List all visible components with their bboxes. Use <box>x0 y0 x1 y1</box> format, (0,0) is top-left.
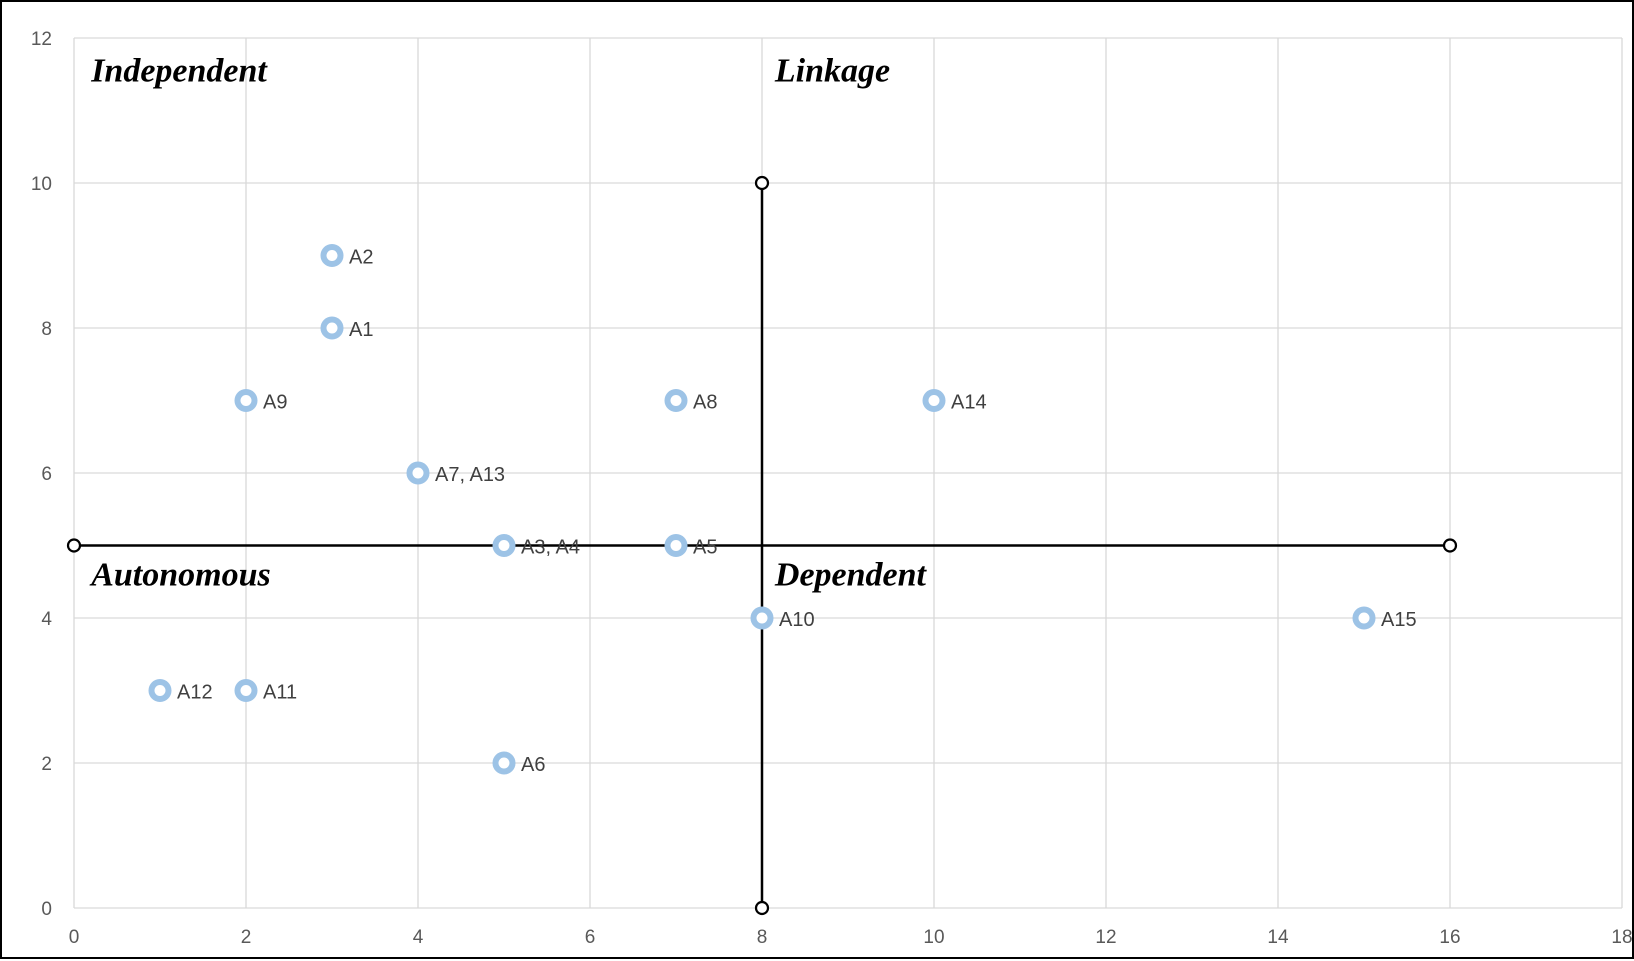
data-point-marker <box>406 461 430 485</box>
data-point-marker <box>750 606 774 630</box>
x-tick-label: 12 <box>1095 927 1116 948</box>
data-point-label: A6 <box>521 754 545 776</box>
quadrant-label: Dependent <box>774 556 928 593</box>
quadrant-label: Autonomous <box>89 556 271 593</box>
y-tick-label: 10 <box>31 174 52 195</box>
quadrant-label: Independent <box>90 53 268 90</box>
data-point-marker <box>148 679 172 702</box>
x-tick-label: 4 <box>413 927 424 948</box>
data-point-marker <box>922 389 946 412</box>
data-point-label: A11 <box>263 682 297 704</box>
data-point-label: A10 <box>779 609 815 631</box>
quadrant-labels: Independent Linkage Autonomous Dependent <box>89 53 927 594</box>
y-tick-label: 4 <box>41 609 52 630</box>
data-point-marker <box>234 679 258 702</box>
x-tick-label: 6 <box>585 927 596 948</box>
data-point-label: A2 <box>349 247 373 269</box>
x-tick-label: 0 <box>69 927 80 948</box>
data-point-marker <box>664 389 688 412</box>
x-tick-label: 18 <box>1611 927 1632 948</box>
data-point-label: A15 <box>1381 609 1417 631</box>
x-tick-label: 14 <box>1267 927 1289 948</box>
data-point-label: A9 <box>263 392 287 414</box>
y-tick-label: 6 <box>41 464 52 485</box>
data-point-marker <box>664 534 688 557</box>
axis-tick-labels: 0 2 4 6 8 10 12 14 16 18 0 2 4 6 8 10 12 <box>31 29 1633 948</box>
quadrant-divider-lines <box>66 175 1458 916</box>
data-point-marker <box>320 316 344 340</box>
x-tick-label: 10 <box>923 927 944 948</box>
divider-endpoint-marker <box>1442 538 1458 553</box>
data-point-label: A1 <box>349 319 373 341</box>
x-tick-label: 16 <box>1439 927 1460 948</box>
data-point-marker <box>492 751 516 775</box>
data-point-marker <box>234 389 258 412</box>
y-tick-label: 12 <box>31 29 52 50</box>
data-points: A2 A1 A9 A8 A14 A7, A13 A3, A4 A5 A10 A15 A12 A11 A6 <box>148 244 1417 776</box>
x-tick-label: 2 <box>241 927 252 948</box>
data-point-label: A14 <box>951 392 987 414</box>
data-point-label: A8 <box>693 392 717 414</box>
data-point-label: A7, A13 <box>435 464 505 486</box>
grid-lines <box>73 37 1623 909</box>
data-point-marker <box>492 534 516 557</box>
y-tick-label: 8 <box>41 319 52 340</box>
data-point-marker <box>320 244 344 267</box>
divider-endpoint-marker <box>66 538 82 553</box>
y-tick-label: 0 <box>41 899 52 920</box>
y-tick-label: 2 <box>41 754 52 775</box>
divider-endpoint-marker <box>754 175 770 191</box>
data-point-label: A5 <box>693 537 717 559</box>
data-point-marker <box>1352 606 1376 630</box>
x-tick-label: 8 <box>757 927 768 948</box>
quadrant-label: Linkage <box>774 53 890 90</box>
data-point-label: A3, A4 <box>521 537 580 559</box>
data-point-label: A12 <box>177 682 213 704</box>
divider-endpoint-marker <box>754 900 770 916</box>
